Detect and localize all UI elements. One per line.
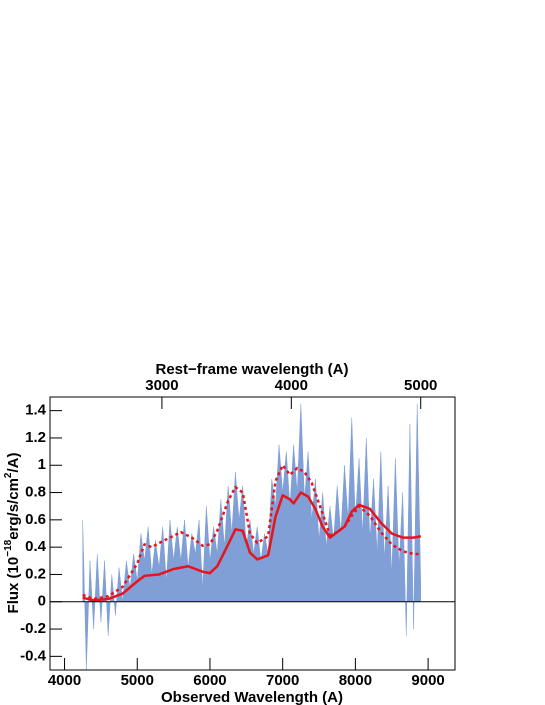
y-tick-label: 1.4: [25, 402, 47, 419]
y-label-part: erg/s/cm: [5, 478, 22, 540]
y-label-part: Flux (10: [5, 557, 22, 614]
y-tick-label: 1: [38, 456, 46, 473]
frame: [49, 396, 456, 671]
x2-tick-label: 5000: [404, 377, 437, 394]
x-tick-label: 4000: [48, 672, 81, 689]
y-tick-label: 0: [38, 593, 46, 610]
x-tick-label: 9000: [411, 672, 444, 689]
y-tick-label: 0.8: [25, 484, 46, 501]
y-tick-label: -0.2: [20, 620, 46, 637]
y-tick-label: -0.4: [20, 647, 47, 664]
y-tick-label: 1.2: [25, 429, 46, 446]
x2-tick-label: 4000: [275, 377, 308, 394]
x2-tick-label: 3000: [145, 377, 178, 394]
y-tick-label: 0.6: [25, 511, 46, 528]
x2-axis-label: Rest−frame wavelength (A): [156, 361, 349, 378]
y-label-sup: −18: [3, 539, 14, 556]
y-label-part: /A): [5, 453, 22, 473]
x-tick-label: 7000: [266, 672, 299, 689]
x-tick-label: 6000: [193, 672, 226, 689]
plot-area: [50, 403, 455, 670]
y-tick-label: 0.2: [25, 565, 46, 582]
model-line: [82, 491, 422, 602]
x-tick-label: 8000: [339, 672, 372, 689]
y-axis-label: Flux (10−18erg/s/cm2/A): [3, 453, 22, 614]
y-label-sup: 2: [3, 472, 14, 478]
x-axis-label: Observed Wavelength (A): [161, 689, 343, 705]
y-tick-label: 0.4: [25, 538, 47, 555]
x-tick-label: 5000: [121, 672, 154, 689]
